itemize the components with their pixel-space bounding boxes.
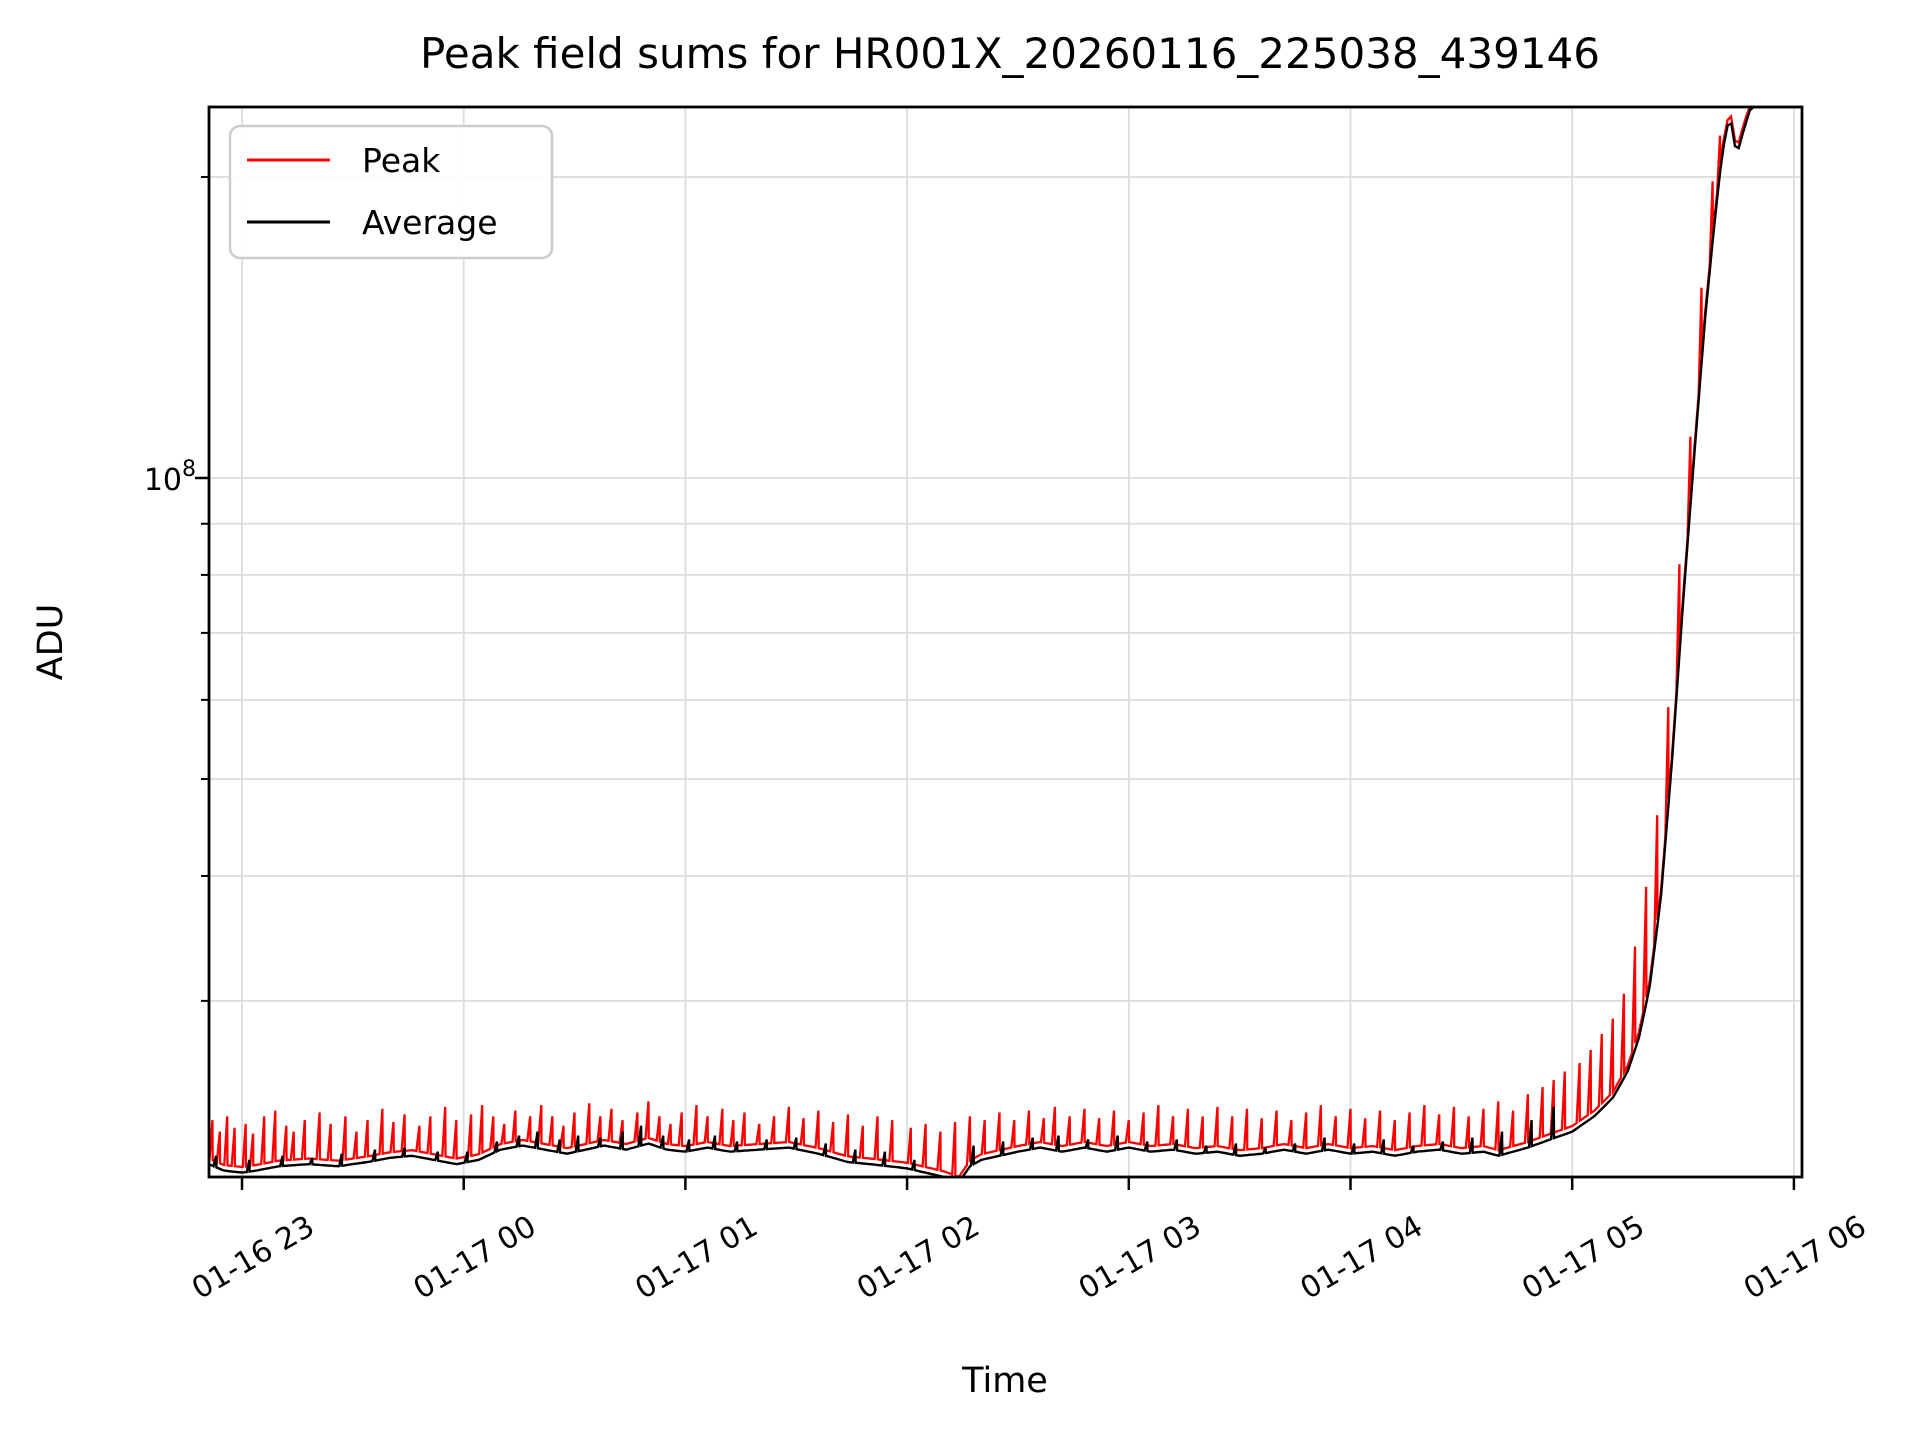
x-tick-labels: 01-16 23 01-17 00 01-17 01 01-17 02 01-17 03… [186,1209,1872,1307]
x-tick-label: 01-17 05 [1516,1209,1650,1307]
legend-label-average: Average [362,203,498,242]
x-tick-label: 01-17 00 [408,1209,542,1307]
x-tick-label: 01-17 06 [1738,1209,1872,1307]
y-axis-label: ADU [31,604,71,681]
peak-series-line [209,107,1802,1177]
average-series-line [209,107,1802,1177]
x-tick-label: 01-17 03 [1073,1209,1207,1307]
legend: Peak Average [228,124,554,260]
x-tick-label: 01-17 01 [629,1209,763,1307]
x-tick-label: 01-17 04 [1295,1209,1429,1307]
y-tick-label-1e8: 108 [144,457,196,498]
chart-title: Peak field sums for HR001X_20260116_2250… [420,29,1600,78]
legend-label-peak: Peak [362,141,441,180]
gridlines [209,107,1802,1177]
x-tick-label: 01-17 02 [851,1209,985,1307]
plot-frame [207,105,1804,1179]
x-axis-label: Time [961,1361,1048,1401]
axis-ticks [195,175,1796,1190]
x-tick-label: 01-16 23 [186,1209,320,1307]
